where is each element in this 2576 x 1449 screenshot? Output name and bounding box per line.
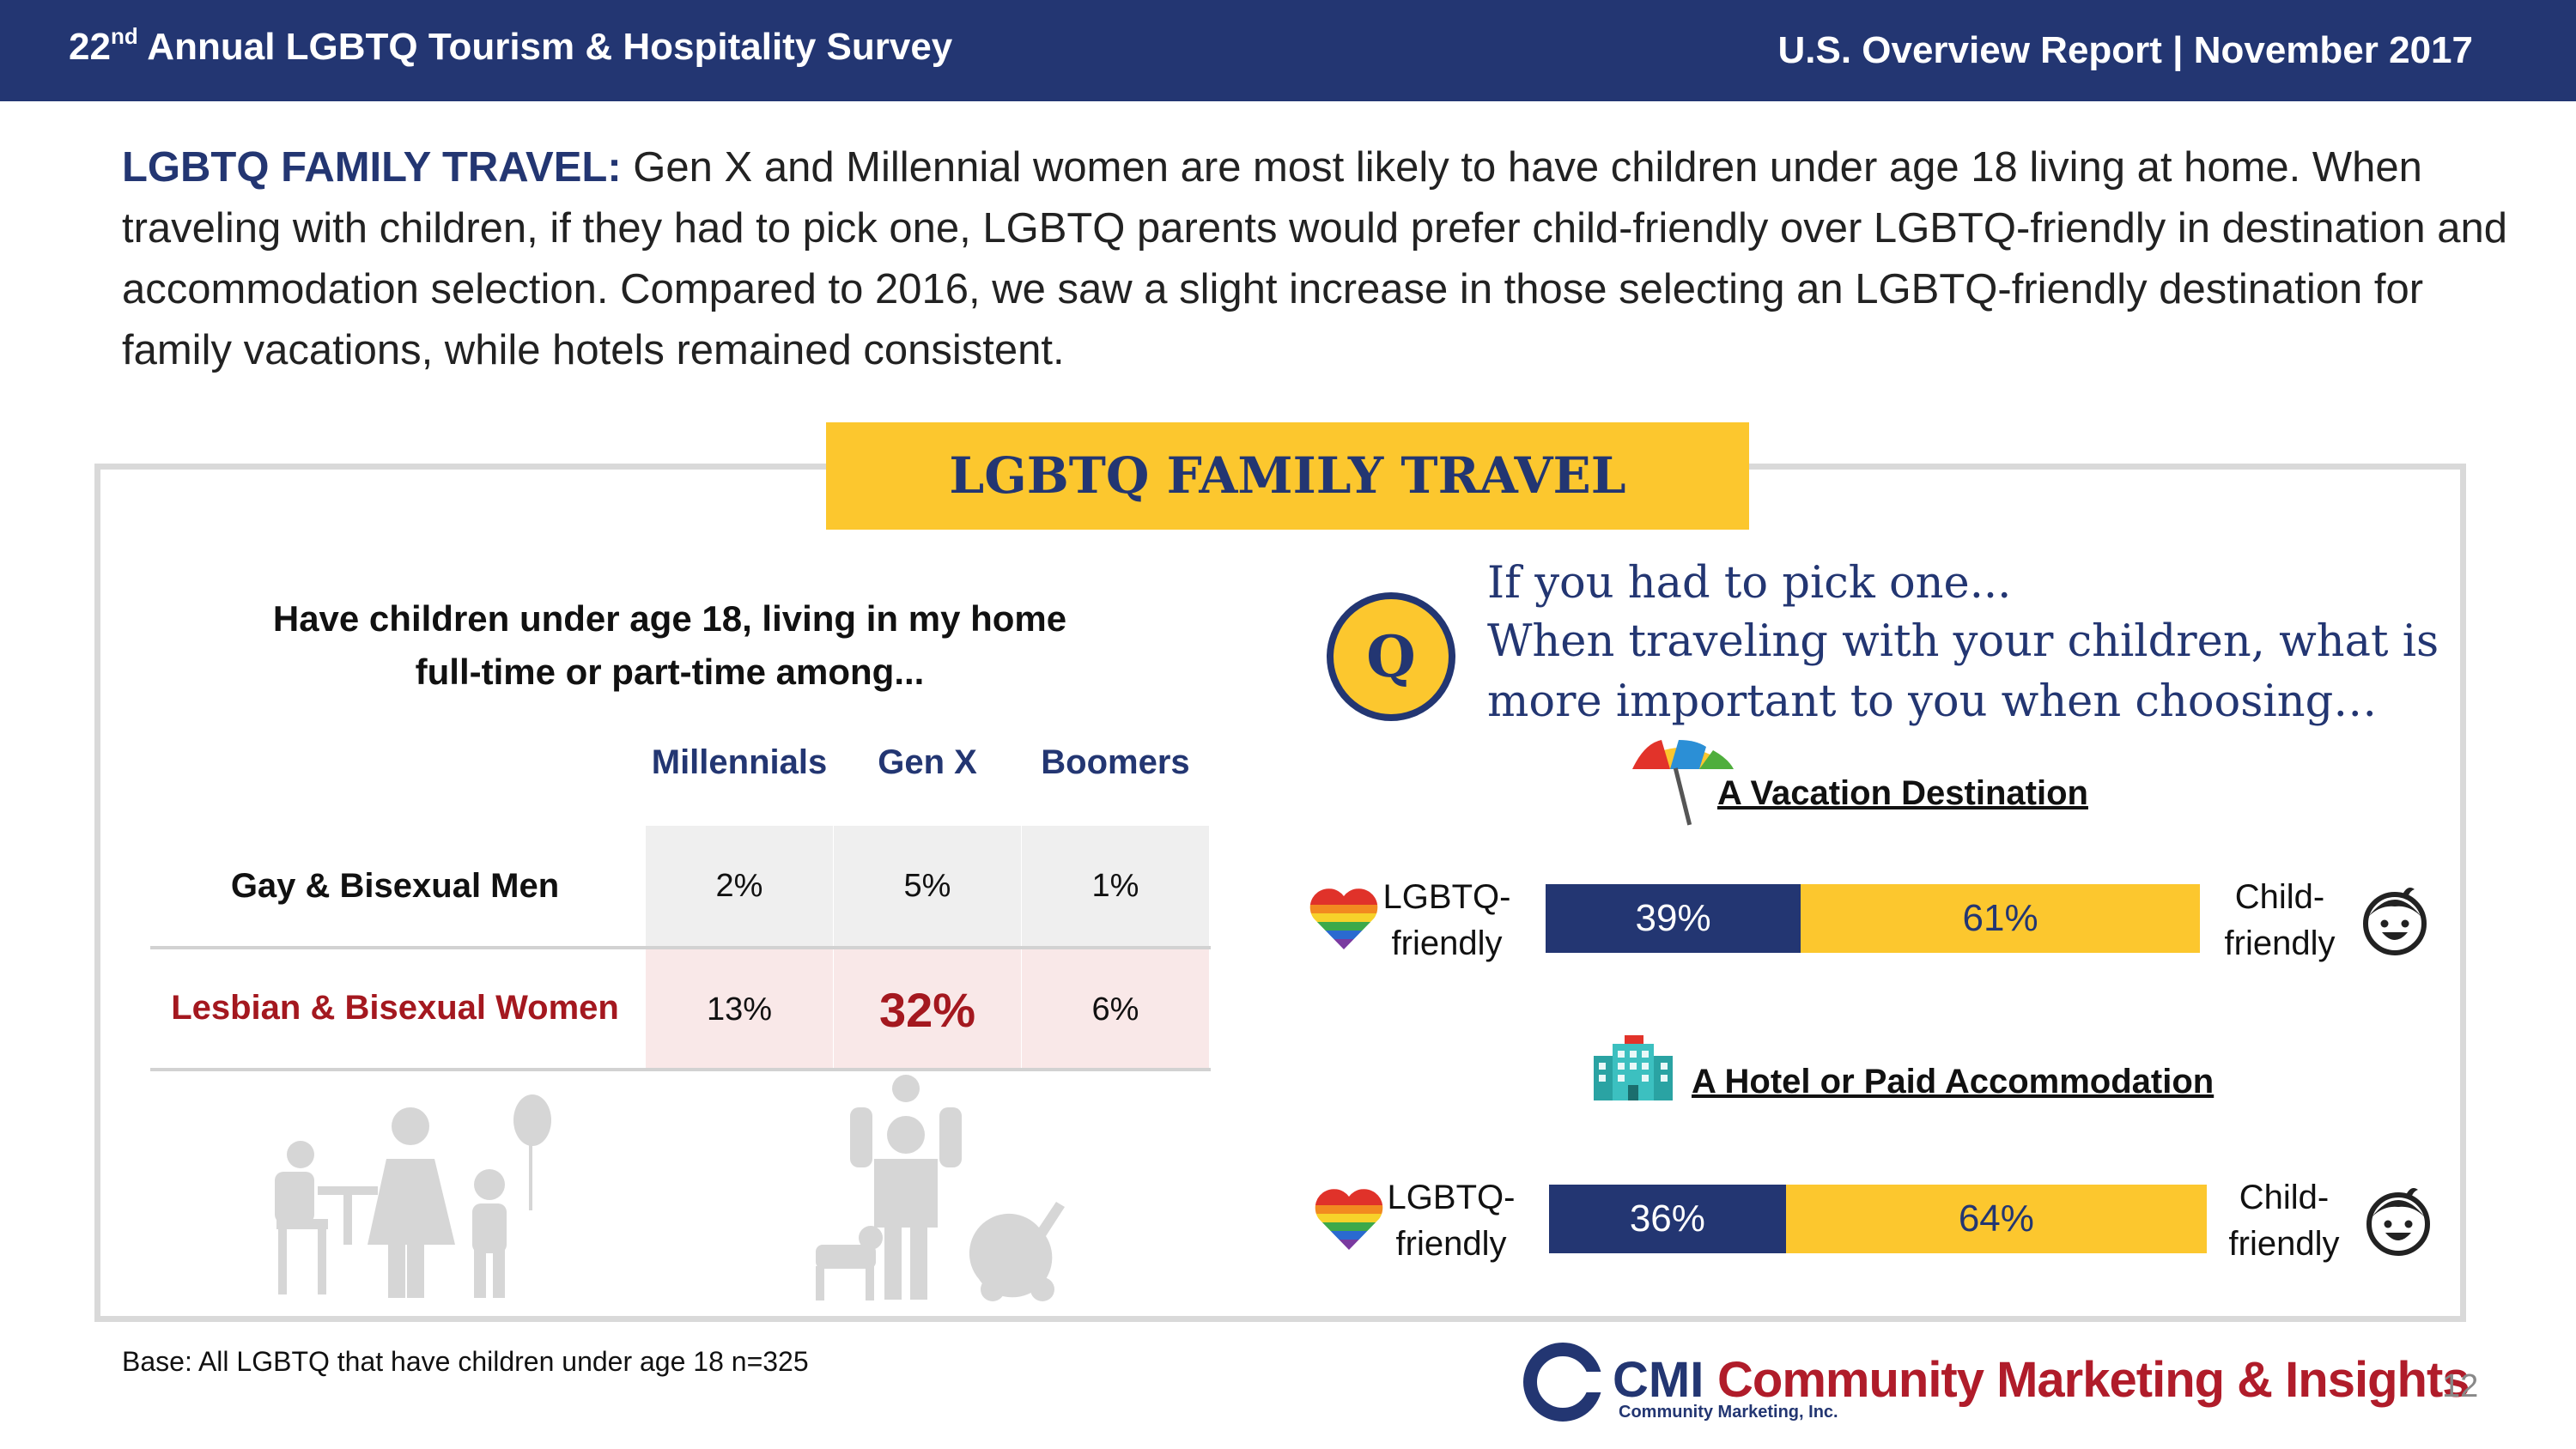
hotel-lgbtq-bar: 36% <box>1549 1185 1786 1253</box>
hotel-bar-chart: 36% 64% <box>1549 1185 2207 1253</box>
destination-child-label: Child- friendly <box>2224 878 2336 962</box>
destination-lgbtq-label: LGBTQ- friendly <box>1382 878 1511 962</box>
question-badge: Q <box>1327 592 1455 721</box>
table-cell: 1% <box>1022 826 1209 946</box>
table-cell: 5% <box>834 826 1021 946</box>
rainbow-heart-icon <box>1315 1189 1383 1251</box>
intro-lead: LGBTQ FAMILY TRAVEL: <box>122 144 622 191</box>
hotel-lgbtq-label: LGBTQ- friendly <box>1387 1179 1516 1263</box>
hotel-building-icon <box>1594 1035 1673 1100</box>
base-note: Base: All LGBTQ that have children under… <box>122 1346 809 1377</box>
destination-bar-chart: 39% 61% <box>1546 884 2200 953</box>
header-bar <box>0 0 2576 101</box>
report-title: U.S. Overview Report | November 2017 <box>1777 29 2473 71</box>
column-header-boomers: Boomers <box>1041 743 1190 781</box>
table-cell: 6% <box>1022 949 1209 1070</box>
question-line-2: When traveling with your children, what … <box>1487 616 2439 667</box>
logo-cmi-text: CMI <box>1613 1352 1704 1408</box>
survey-title: 22nd Annual LGBTQ Tourism & Hospitality … <box>69 23 953 68</box>
question-line-1: If you had to pick one... <box>1487 558 2012 609</box>
destination-title: A Vacation Destination <box>1717 774 2088 812</box>
logo-company-name: Community Marketing & Insights <box>1717 1352 2470 1408</box>
table-divider <box>150 1068 1211 1071</box>
table-title-line1: Have children under age 18, living in my… <box>272 598 1067 639</box>
page-number: 12 <box>2442 1368 2479 1404</box>
intro-body: Gen X and Millennial women are most like… <box>122 144 2508 373</box>
table-cell: 13% <box>646 949 833 1070</box>
father-child-dog-stroller-icon <box>816 1075 1065 1301</box>
section-banner <box>826 422 1749 530</box>
section-banner-title: LGBTQ FAMILY TRAVEL <box>949 446 1626 505</box>
table-title-line2: full-time or part-time among... <box>415 652 925 692</box>
table-cell-highlight: 32% <box>834 949 1021 1070</box>
row-label-men: Gay & Bisexual Men <box>230 867 560 905</box>
hotel-child-label: Child- friendly <box>2228 1179 2340 1263</box>
intro-paragraph: LGBTQ FAMILY TRAVEL: Gen X and Millennia… <box>122 137 2509 381</box>
family-dining-icon <box>275 1094 551 1298</box>
column-header-genx: Gen X <box>878 743 977 781</box>
logo-subtitle: Community Marketing, Inc. <box>1619 1403 1838 1422</box>
question-line-3: more important to you when choosing… <box>1487 676 2378 727</box>
hotel-child-bar: 64% <box>1785 1185 2207 1253</box>
row-label-women: Lesbian & Bisexual Women <box>171 989 619 1027</box>
rainbow-heart-icon <box>1309 888 1378 950</box>
table-divider <box>150 946 1211 949</box>
column-header-millennials: Millennials <box>651 743 828 781</box>
beach-umbrella-icon <box>1632 740 1734 826</box>
destination-child-bar: 61% <box>1801 884 2200 953</box>
child-face-icon <box>2363 888 2427 955</box>
hotel-title: A Hotel or Paid Accommodation <box>1692 1063 2215 1100</box>
table-cell: 2% <box>646 826 833 946</box>
cmi-logo-icon <box>1523 1343 1604 1422</box>
child-face-icon <box>2366 1188 2430 1256</box>
table-title: Have children under age 18, living in my… <box>189 592 1151 699</box>
destination-lgbtq-bar: 39% <box>1546 884 1801 953</box>
